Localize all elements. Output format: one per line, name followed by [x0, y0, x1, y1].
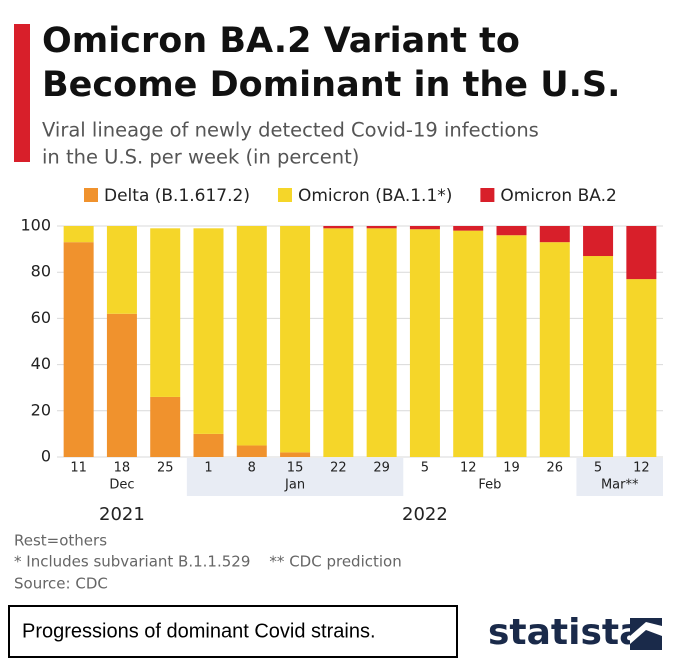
bar-segment	[236, 226, 267, 446]
title-accent	[14, 24, 30, 162]
bar-segment	[409, 229, 440, 457]
bar-segment	[106, 313, 137, 457]
bar-segment	[583, 226, 614, 257]
x-tick-label: 12	[460, 461, 477, 476]
y-tick-label: 100	[20, 216, 51, 235]
x-tick-label: 15	[287, 461, 304, 476]
chart-title: Omicron BA.2 Variant to	[42, 21, 520, 61]
brand-icon	[630, 618, 662, 650]
note: Rest=others	[14, 532, 107, 550]
bar-segment	[193, 228, 224, 434]
x-tick-label: 26	[547, 461, 564, 476]
x-tick-label: 12	[633, 461, 650, 476]
month-band	[186, 458, 404, 496]
y-tick-label: 40	[31, 354, 51, 373]
bar-segment	[626, 226, 657, 280]
x-tick-label: 5	[421, 461, 429, 476]
bar-segment	[366, 228, 397, 457]
chart-title: Become Dominant in the U.S.	[42, 65, 620, 105]
bar-segment	[539, 242, 570, 457]
legend-swatch	[277, 188, 292, 202]
y-tick-label: 60	[31, 308, 51, 327]
bar-segment	[453, 226, 484, 231]
y-tick-label: 20	[31, 400, 51, 419]
bar-segment	[63, 226, 94, 243]
legend-label: Omicron BA.2	[500, 186, 616, 206]
bar-segment	[496, 235, 527, 457]
note: * Includes subvariant B.1.1.529 ** CDC p…	[14, 553, 402, 571]
bar-segment	[193, 433, 224, 457]
bar-segment	[323, 228, 354, 457]
bar-segment	[539, 226, 570, 243]
year-label: 2022	[402, 504, 448, 525]
legend-label: Delta (B.1.617.2)	[104, 186, 250, 206]
month-label: Feb	[478, 478, 501, 493]
x-tick-label: 25	[157, 461, 174, 476]
legend-label: Omicron (BA.1.1*)	[298, 186, 452, 206]
bar-segment	[150, 396, 181, 457]
year-label: 2021	[99, 504, 145, 525]
x-tick-label: 5	[594, 461, 602, 476]
x-tick-label: 29	[373, 461, 390, 476]
x-tick-label: 22	[330, 461, 347, 476]
x-tick-label: 11	[70, 461, 87, 476]
brand-logo: statista	[488, 612, 643, 653]
bar-segment	[106, 226, 137, 314]
note: Source: CDC	[14, 575, 108, 593]
chart-subtitle: in the U.S. per week (in percent)	[42, 146, 359, 169]
month-label: Jan	[284, 478, 305, 493]
legend-swatch	[480, 188, 495, 202]
x-tick-label: 1	[204, 461, 212, 476]
x-tick-label: 19	[503, 461, 520, 476]
caption: Progressions of dominant Covid strains.	[22, 620, 376, 642]
month-label: Mar**	[601, 478, 639, 493]
bar-segment	[280, 452, 311, 457]
month-label: Dec	[109, 478, 134, 493]
bar-segment	[280, 226, 311, 453]
caption-box	[8, 605, 458, 658]
bar-segment	[150, 228, 181, 397]
bar-segment	[626, 279, 657, 457]
legend-swatch	[84, 188, 98, 202]
bar-segment	[323, 226, 354, 229]
bar-segment	[453, 230, 484, 457]
y-tick-label: 0	[41, 447, 51, 466]
x-tick-label: 18	[114, 461, 131, 476]
month-band	[576, 458, 663, 496]
bar-segment	[63, 242, 94, 457]
bar-segment	[583, 256, 614, 457]
y-tick-label: 80	[31, 262, 51, 281]
bar-segment	[496, 226, 527, 236]
x-tick-label: 8	[248, 461, 256, 476]
chart-subtitle: Viral lineage of newly detected Covid-19…	[42, 119, 539, 142]
bar-segment	[236, 445, 267, 457]
bar-segment	[409, 226, 440, 230]
bar-segment	[366, 226, 397, 229]
